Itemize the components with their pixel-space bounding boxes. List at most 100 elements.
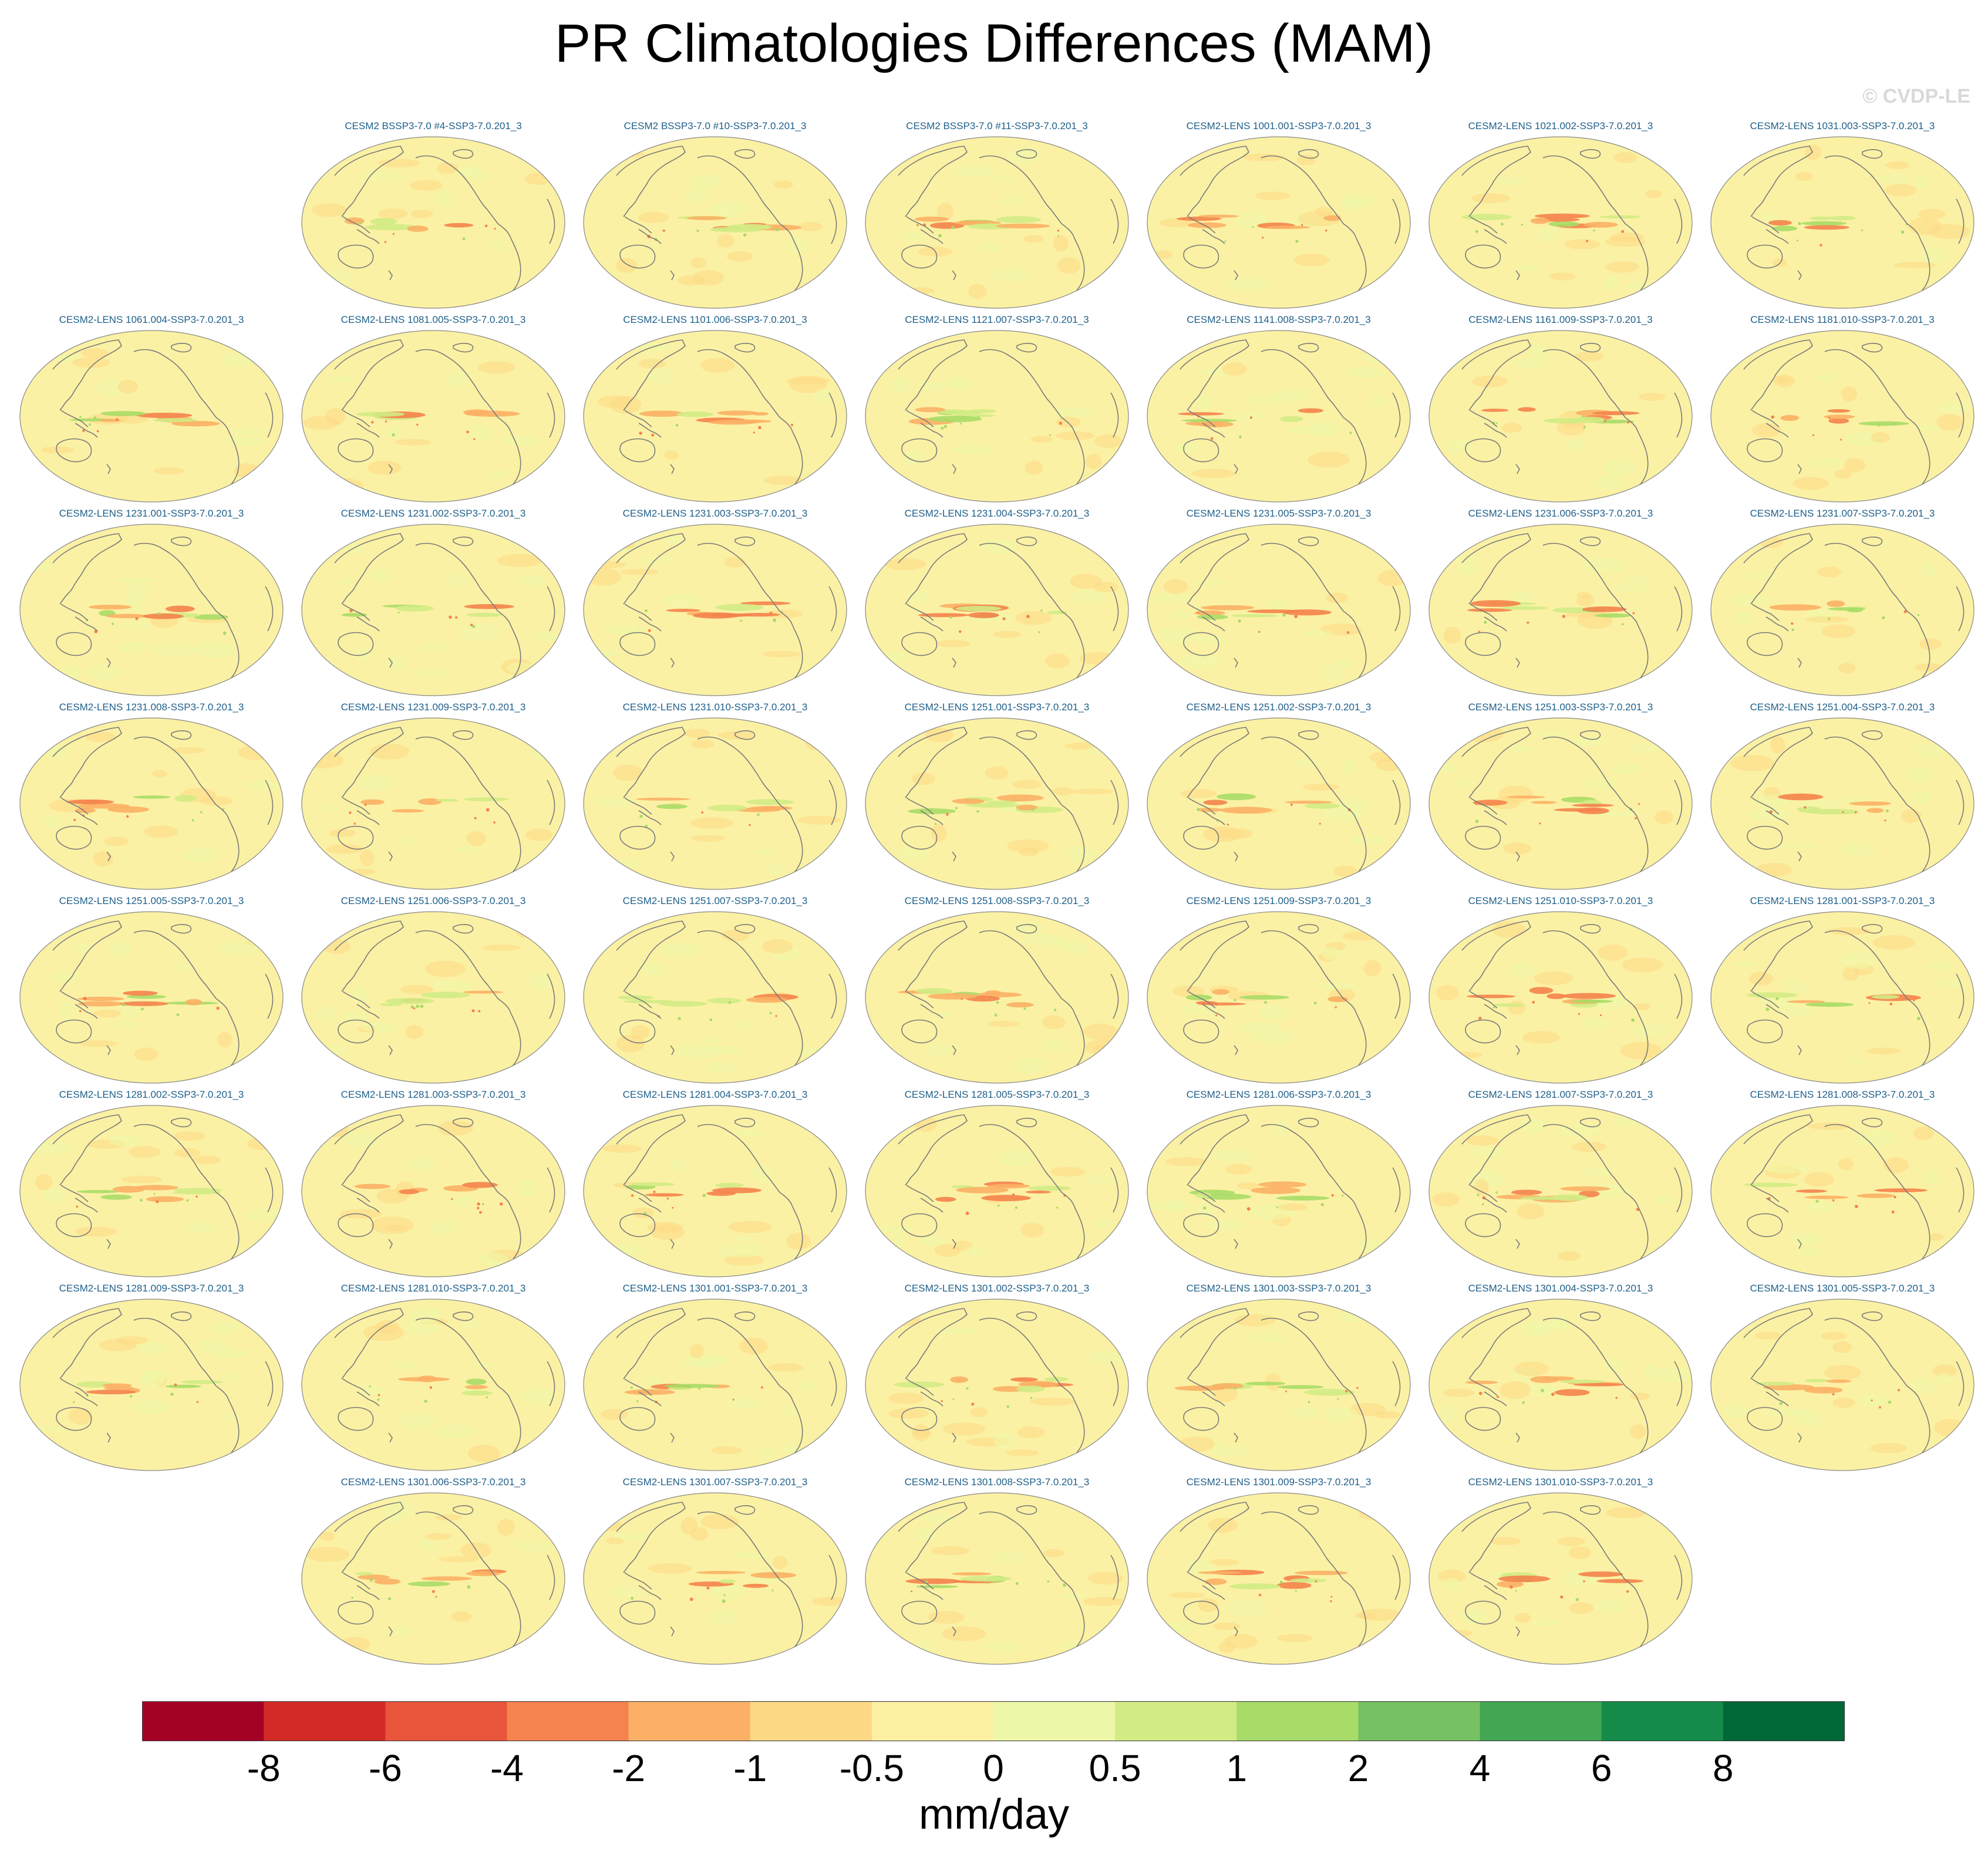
field-patch: [690, 1359, 715, 1368]
coastline: [338, 1019, 374, 1044]
precip-anomaly: [1217, 793, 1256, 801]
precip-anomaly: [1571, 999, 1613, 1003]
precip-anomaly: [1916, 1017, 1920, 1020]
field-patch: [615, 258, 638, 273]
map-outline: [865, 136, 1129, 309]
colorbar-tick-label: 4: [1469, 1747, 1491, 1789]
coastline: [901, 244, 938, 269]
field-patch: [230, 428, 265, 434]
precip-anomaly: [1891, 1210, 1895, 1214]
coastline: [338, 438, 374, 463]
coastline: [1580, 924, 1601, 934]
field-patch: [813, 389, 832, 403]
precip-anomaly: [1498, 1575, 1551, 1583]
field-patch: [1765, 1165, 1807, 1174]
field-patch: [315, 1006, 335, 1022]
precip-anomaly: [181, 1380, 223, 1384]
coastline: [1751, 991, 1789, 1019]
coastline: [547, 1554, 555, 1600]
field-patch: [1374, 1411, 1400, 1419]
field-patch: [689, 174, 723, 190]
precip-anomaly: [715, 603, 764, 611]
field-patch: [1770, 736, 1785, 754]
precip-anomaly: [1204, 1578, 1227, 1585]
map-panel: CESM2-LENS 1301.010-SSP3-7.0.201_3: [1420, 1476, 1701, 1670]
field-patch: [184, 847, 218, 862]
field-patch: [1603, 275, 1619, 291]
coastline: [1061, 998, 1085, 1068]
coastline: [1188, 1378, 1225, 1407]
map-panel-plot: [19, 330, 284, 503]
field-patch: [466, 831, 486, 846]
map-outline: [1428, 1105, 1693, 1277]
field-patch: [1521, 1118, 1547, 1134]
precip-anomaly: [1531, 801, 1557, 804]
precip-anomaly: [696, 229, 699, 232]
field-patch: [1817, 566, 1842, 578]
coastline: [906, 1185, 944, 1213]
field-patch: [988, 1020, 1019, 1027]
panel-title: CESM2-LENS 1061.004-SSP3-7.0.201_3: [59, 314, 244, 325]
precip-anomaly: [126, 815, 129, 818]
precip-anomaly: [698, 1387, 701, 1390]
field-patch: [888, 1392, 925, 1404]
field-patch: [58, 1002, 75, 1020]
field-patch: [1336, 659, 1354, 669]
coastline: [952, 657, 956, 668]
panel-title: CESM2 BSSP3-7.0 #10-SSP3-7.0.201_3: [624, 120, 807, 131]
precip-anomaly: [1882, 616, 1885, 620]
precip-anomaly: [365, 224, 419, 231]
field-patch: [1915, 425, 1941, 431]
coastline: [215, 998, 240, 1068]
coastline: [1751, 1378, 1789, 1407]
precip-anomaly: [477, 1202, 480, 1206]
field-patch: [1755, 862, 1792, 877]
precip-anomaly: [76, 1205, 79, 1208]
precip-anomaly: [185, 999, 203, 1006]
precip-anomaly: [420, 1004, 424, 1009]
field-patch: [1528, 342, 1549, 360]
field-patch: [1805, 616, 1849, 623]
map-panel: CESM2-LENS 1251.003-SSP3-7.0.201_3: [1420, 702, 1701, 895]
field-patch: [245, 780, 280, 791]
field-patch: [1056, 416, 1081, 428]
precip-anomaly: [196, 1401, 199, 1403]
field-patch: [99, 1338, 137, 1351]
coastline: [215, 1192, 240, 1262]
panel-title: CESM2-LENS 1021.002-SSP3-7.0.201_3: [1468, 120, 1653, 131]
field-patch: [1030, 436, 1053, 443]
coastline: [901, 1019, 938, 1044]
coastline: [215, 1385, 240, 1456]
precip-anomaly: [1461, 214, 1512, 221]
coastline: [1392, 1554, 1401, 1600]
field-patch: [658, 943, 702, 957]
field-patch: [1236, 1182, 1260, 1189]
precip-anomaly: [955, 605, 1002, 612]
precip-anomaly: [89, 423, 92, 426]
coastline: [734, 730, 756, 740]
field-patch: [1808, 1122, 1852, 1130]
precip-anomaly: [1239, 435, 1242, 439]
field-patch: [891, 376, 911, 393]
map-background: [1429, 718, 1692, 889]
panel-title: CESM2-LENS 1281.005-SSP3-7.0.201_3: [904, 1089, 1090, 1100]
coastline: [453, 149, 474, 159]
field-patch: [1849, 1058, 1865, 1065]
coastline: [1824, 736, 1908, 805]
field-patch: [222, 1372, 238, 1383]
coastline: [734, 537, 756, 547]
field-patch: [1228, 276, 1271, 292]
coastline: [1862, 924, 1883, 934]
precip-anomaly: [1224, 240, 1227, 242]
precip-anomaly: [435, 1596, 437, 1598]
precip-anomaly: [1819, 244, 1822, 247]
field-patch: [1878, 174, 1910, 184]
field-patch: [208, 1321, 240, 1334]
field-patch: [104, 837, 129, 847]
field-patch: [1345, 367, 1386, 378]
colorbar-segment: [142, 1701, 264, 1741]
coastline: [779, 611, 803, 681]
map-panel-plot: [583, 1492, 847, 1665]
map-outline: [1147, 1492, 1411, 1665]
coastline: [388, 1239, 393, 1249]
